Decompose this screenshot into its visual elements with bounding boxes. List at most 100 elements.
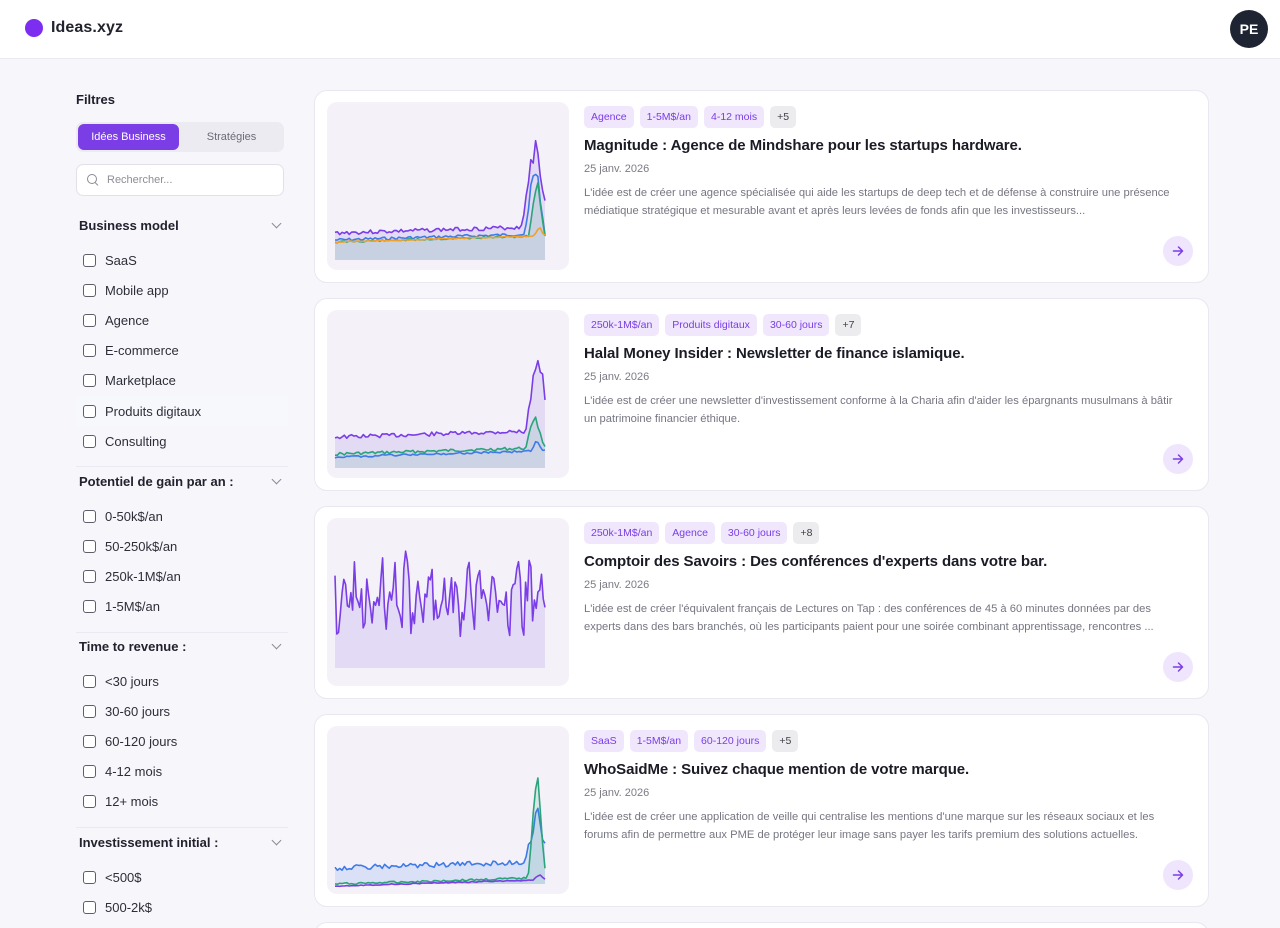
filter-option[interactable]: 30-60 jours xyxy=(76,696,288,726)
checkbox[interactable] xyxy=(83,704,96,718)
idea-title[interactable]: Comptoir des Savoirs : Des conférences d… xyxy=(584,553,1048,570)
chevron-down-icon[interactable] xyxy=(271,835,282,845)
idea-card[interactable]: Agence 1-5M$/an 4-12 mois +5 Magnitude : Age… xyxy=(314,90,1209,283)
filter-option-label: 4-12 mois xyxy=(105,764,163,780)
filter-group-header[interactable]: Potentiel de gain par an : xyxy=(76,470,288,492)
filter-option[interactable]: 500-2k$ xyxy=(76,892,288,922)
open-idea-button[interactable] xyxy=(1163,236,1193,266)
tag-badge[interactable]: Agence xyxy=(584,106,634,128)
checkbox[interactable] xyxy=(83,870,96,884)
filter-group: Time to revenue : <30 jours 30-60 jours 60-… xyxy=(76,635,288,828)
tag-badge[interactable]: 4-12 mois xyxy=(703,106,765,128)
series-green-line xyxy=(334,777,546,886)
filter-group-header[interactable]: Investissement initial : xyxy=(76,831,288,853)
filter-option-label: 250k-1M$/an xyxy=(105,568,181,584)
filter-option[interactable]: <30 jours xyxy=(76,666,288,696)
filter-option[interactable]: Mobile app xyxy=(76,275,288,305)
checkbox[interactable] xyxy=(83,795,96,809)
checkbox[interactable] xyxy=(83,539,96,553)
filter-option-label: 1-5M$/an xyxy=(105,599,160,615)
checkbox[interactable] xyxy=(83,509,96,523)
idea-title[interactable]: WhoSaidMe : Suivez chaque mention de vot… xyxy=(584,761,970,778)
checkbox[interactable] xyxy=(83,765,96,779)
filter-group-header[interactable]: Time to revenue : xyxy=(76,635,288,657)
tag-badge[interactable]: SaaS xyxy=(584,730,624,752)
more-tags-badge[interactable]: +7 xyxy=(835,314,862,336)
tag-badge[interactable]: 30-60 jours xyxy=(762,314,830,336)
checkbox[interactable] xyxy=(83,734,96,748)
search-box xyxy=(76,164,284,196)
trend-chart xyxy=(334,359,546,468)
filter-option[interactable]: 0-50k$/an xyxy=(76,501,288,531)
series-blue-area xyxy=(335,808,545,884)
checkbox[interactable] xyxy=(83,253,96,267)
open-idea-button[interactable] xyxy=(1163,652,1193,682)
checkbox[interactable] xyxy=(83,600,96,614)
tab-business-ideas[interactable]: Idées Business xyxy=(78,124,179,150)
filter-option[interactable]: <500$ xyxy=(76,862,288,892)
tag-badge[interactable]: 30-60 jours xyxy=(720,522,788,544)
checkbox[interactable] xyxy=(83,674,96,688)
tab-strategies[interactable]: Stratégies xyxy=(206,131,257,143)
logo-icon[interactable] xyxy=(25,19,43,37)
series-purple-line xyxy=(334,874,546,888)
tag-badge[interactable]: 1-5M$/an xyxy=(639,106,698,128)
filter-option[interactable]: Produits digitaux xyxy=(76,395,288,427)
checkbox[interactable] xyxy=(83,434,96,448)
open-idea-button[interactable] xyxy=(1163,444,1193,474)
filter-option[interactable]: E-commerce xyxy=(76,336,288,366)
filter-option[interactable]: SaaS xyxy=(76,245,288,275)
chevron-down-icon[interactable] xyxy=(271,218,282,228)
idea-card[interactable]: SaaS 1-5M$/an 60-120 jours +5 WhoSaidMe : Su… xyxy=(314,714,1209,907)
filter-option[interactable]: Consulting xyxy=(76,426,288,456)
checkbox[interactable] xyxy=(83,569,96,583)
checkbox[interactable] xyxy=(83,313,96,327)
filter-option[interactable]: 4-12 mois xyxy=(76,757,288,787)
filter-option[interactable]: 250k-1M$/an xyxy=(76,561,288,591)
tag-badge[interactable]: Agence xyxy=(665,522,715,544)
filter-option-label: SaaS xyxy=(105,252,137,268)
open-idea-button[interactable] xyxy=(1163,860,1193,890)
idea-date: 25 janv. 2026 xyxy=(584,163,650,175)
search-input[interactable] xyxy=(107,174,267,186)
tag-badge[interactable]: 60-120 jours xyxy=(694,730,767,752)
filter-group-header[interactable]: Business model xyxy=(76,214,288,236)
checkbox[interactable] xyxy=(83,344,96,358)
more-tags-badge[interactable]: +5 xyxy=(770,106,797,128)
arrow-right-icon xyxy=(1172,246,1184,256)
filter-group-title: Potentiel de gain par an : xyxy=(79,473,234,489)
tag-badge[interactable]: 1-5M$/an xyxy=(629,730,689,752)
idea-card[interactable]: 250k-1M$/an Produits digitaux 30-60 jours +… xyxy=(314,298,1209,491)
tag-badge[interactable]: 250k-1M$/an xyxy=(584,522,660,544)
idea-card[interactable]: 250k-1M$/an Agence 30-60 jours +8 Comptoir d… xyxy=(314,506,1209,699)
tag-badge[interactable]: 250k-1M$/an xyxy=(584,314,660,336)
filter-option[interactable]: 50-250k$/an xyxy=(76,531,288,561)
more-tags-badge[interactable]: +8 xyxy=(793,522,820,544)
checkbox[interactable] xyxy=(83,283,96,297)
brand-name[interactable]: Ideas.xyz xyxy=(51,19,124,36)
series-purple-line xyxy=(334,359,546,440)
checkbox[interactable] xyxy=(83,900,96,914)
idea-thumbnail xyxy=(327,102,569,270)
filter-option[interactable]: 60-120 jours xyxy=(76,726,288,756)
idea-card-partial[interactable] xyxy=(314,922,1209,928)
filter-option[interactable]: Agence xyxy=(76,305,288,335)
avatar[interactable]: PE xyxy=(1230,10,1268,48)
filter-option[interactable]: Marketplace xyxy=(76,366,288,396)
idea-title[interactable]: Magnitude : Agence de Mindshare pour les… xyxy=(584,137,1022,154)
tag-badge[interactable]: Produits digitaux xyxy=(665,314,757,336)
idea-description: L'idée est de créer une newsletter d'inv… xyxy=(584,395,1173,425)
tag-list: 250k-1M$/an Agence 30-60 jours +8 xyxy=(584,522,1184,544)
checkbox[interactable] xyxy=(83,374,96,388)
chevron-down-icon[interactable] xyxy=(271,474,282,484)
idea-title[interactable]: Halal Money Insider : Newsletter de fina… xyxy=(584,345,965,362)
checkbox[interactable] xyxy=(83,404,96,418)
filter-option-label: 0-50k$/an xyxy=(105,508,163,524)
chevron-down-icon[interactable] xyxy=(271,639,282,649)
filter-group-title: Time to revenue : xyxy=(79,638,187,654)
more-tags-badge[interactable]: +5 xyxy=(772,730,799,752)
tag-list: Agence 1-5M$/an 4-12 mois +5 xyxy=(584,106,1184,128)
arrow-right-icon xyxy=(1172,662,1184,672)
filter-option[interactable]: 12+ mois xyxy=(76,787,288,817)
filter-option[interactable]: 1-5M$/an xyxy=(76,592,288,622)
